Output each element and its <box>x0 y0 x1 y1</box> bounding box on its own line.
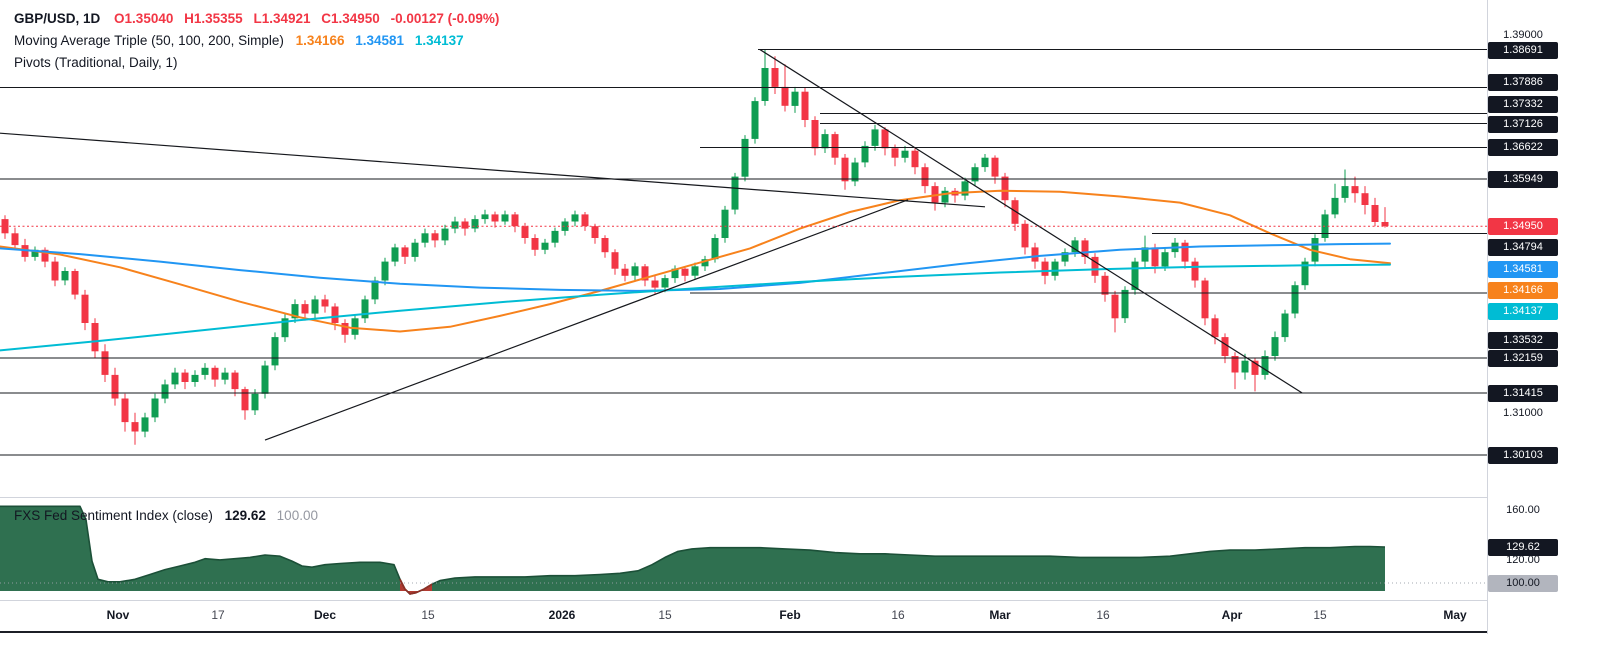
time-label: 15 <box>1313 608 1327 622</box>
price-tick: 160.00 <box>1506 504 1540 516</box>
price-badge: 1.34166 <box>1488 282 1558 299</box>
price-badge: 1.32159 <box>1488 350 1558 367</box>
price-badge: 1.38691 <box>1488 42 1558 59</box>
sentiment-chart-svg[interactable] <box>0 497 1487 600</box>
sentiment-legend: FXS Fed Sentiment Index (close) 129.62 1… <box>14 505 325 527</box>
price-badge: 1.34581 <box>1488 261 1558 278</box>
ma-indicator-title[interactable]: Moving Average Triple (50, 100, 200, Sim… <box>14 33 284 48</box>
price-badge: 129.62 <box>1488 539 1558 556</box>
time-label: 15 <box>658 608 672 622</box>
open-value: O1.35040 <box>114 11 174 26</box>
pane-separator[interactable] <box>0 497 1606 498</box>
price-badge: 1.37332 <box>1488 96 1558 113</box>
pivots-indicator-title[interactable]: Pivots (Traditional, Daily, 1) <box>14 55 178 70</box>
price-axis-border <box>1487 0 1488 634</box>
time-label: Dec <box>313 608 337 622</box>
price-badge: 1.37126 <box>1488 116 1558 133</box>
low-value: L1.34921 <box>253 11 311 26</box>
time-label: Feb <box>779 608 801 622</box>
price-pane[interactable] <box>0 0 1487 497</box>
symbol-title[interactable]: GBP/USD, 1D <box>14 11 101 26</box>
time-label: Nov <box>106 608 130 622</box>
sentiment-base-value: 100.00 <box>276 508 318 523</box>
time-label: 15 <box>421 608 435 622</box>
ma50-value: 1.34166 <box>295 33 345 48</box>
sentiment-indicator-title[interactable]: FXS Fed Sentiment Index (close) <box>14 508 213 523</box>
high-value: H1.35355 <box>184 11 243 26</box>
time-label: 16 <box>891 608 905 622</box>
price-badge: 1.30103 <box>1488 447 1558 464</box>
ma-indicator-row: Moving Average Triple (50, 100, 200, Sim… <box>14 30 506 52</box>
time-label: 2026 <box>548 608 576 622</box>
main-legend: GBP/USD, 1D O1.35040 H1.35355 L1.34921 C… <box>14 8 506 74</box>
close-value: C1.34950 <box>321 11 380 26</box>
price-chart-svg[interactable] <box>0 0 1487 497</box>
price-badge: 100.00 <box>1488 575 1558 592</box>
time-label: 16 <box>1096 608 1110 622</box>
price-badge: 1.34137 <box>1488 303 1558 320</box>
time-axis[interactable]: Nov 17 Dec 15 2026 15 Feb 16 Mar 16 Apr 15 May <box>0 600 1606 649</box>
time-label: 17 <box>211 608 225 622</box>
price-badge: 1.36622 <box>1488 139 1558 156</box>
price-badge: 1.33532 <box>1488 332 1558 349</box>
price-axis[interactable]: 1.39000 1.31000 1.38691 1.37886 1.37332 1.371… <box>1487 0 1606 634</box>
price-tick: 1.31000 <box>1503 407 1543 419</box>
ma200-value: 1.34137 <box>414 33 464 48</box>
symbol-row: GBP/USD, 1D O1.35040 H1.35355 L1.34921 C… <box>14 8 506 30</box>
price-badge: 1.35949 <box>1488 171 1558 188</box>
time-label: Mar <box>989 608 1011 622</box>
price-tick: 1.39000 <box>1503 29 1543 41</box>
price-badge: 1.34794 <box>1488 239 1558 256</box>
price-badge: 1.34950 <box>1488 218 1558 235</box>
ma100-value: 1.34581 <box>355 33 405 48</box>
price-badge: 1.37886 <box>1488 74 1558 91</box>
time-axis-separator <box>0 600 1606 601</box>
time-label: Apr <box>1221 608 1243 622</box>
chart-bottom-border <box>0 631 1606 633</box>
price-tick: 120.00 <box>1506 554 1540 566</box>
price-badge: 1.31415 <box>1488 385 1558 402</box>
pivots-indicator-row: Pivots (Traditional, Daily, 1) <box>14 52 506 74</box>
sentiment-value: 129.62 <box>224 508 266 523</box>
sentiment-pane[interactable] <box>0 497 1487 600</box>
change-value: -0.00127 (-0.09%) <box>390 11 500 26</box>
time-label: May <box>1443 608 1467 622</box>
